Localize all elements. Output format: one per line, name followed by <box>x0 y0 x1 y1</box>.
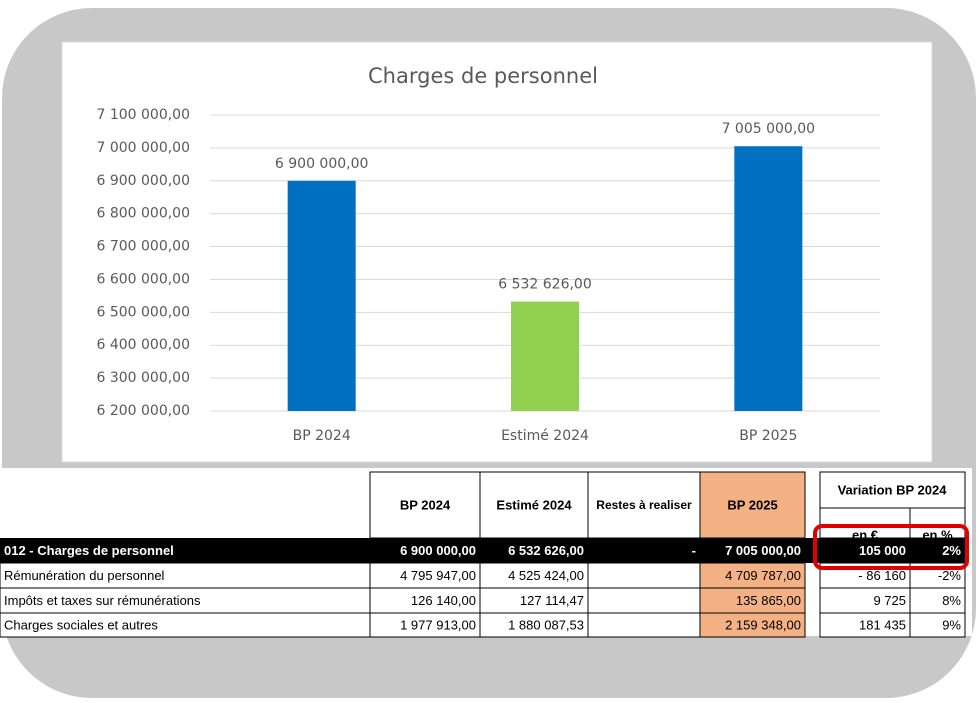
table-value: - <box>692 543 696 558</box>
table-value: 2% <box>942 543 961 558</box>
bar <box>511 301 579 411</box>
table-cell <box>0 562 371 589</box>
table-cell <box>819 471 966 509</box>
table-cell <box>587 587 701 614</box>
table-cell <box>479 562 589 589</box>
x-tick-label: BP 2025 <box>739 428 797 444</box>
y-tick-label: 6 500 000,00 <box>96 304 190 320</box>
table-value: 6 900 000,00 <box>400 543 476 558</box>
table-cell <box>0 587 371 614</box>
x-tick-label: Estimé 2024 <box>501 428 589 444</box>
table-cell <box>699 562 806 589</box>
table-value: -2% <box>938 568 962 583</box>
column-header: Estimé 2024 <box>496 497 572 512</box>
table-cell <box>909 587 966 614</box>
x-tick-label: BP 2024 <box>293 428 351 444</box>
chart-title: Charges de personnel <box>368 64 598 88</box>
chart: Charges de personnel 6 200 000,00 6 300 0… <box>96 64 880 444</box>
data-label: 6 532 626,00 <box>498 277 592 293</box>
data-label: 7 005 000,00 <box>722 121 816 137</box>
table-cell <box>0 612 371 638</box>
table-value: 7 005 000,00 <box>725 543 801 558</box>
column-header: BP 2025 <box>727 497 777 512</box>
table-cell <box>699 471 806 539</box>
table-cell <box>587 562 701 589</box>
table-value: 8% <box>942 593 961 608</box>
table-cell <box>909 612 966 638</box>
table-value: - 86 160 <box>858 568 906 583</box>
table-cell <box>369 587 481 614</box>
table-cell <box>369 612 481 638</box>
column-header: Restes à realiser <box>596 498 692 512</box>
table-value: 135 865,00 <box>736 593 801 608</box>
column-header: Variation BP 2024 <box>838 482 948 497</box>
highlight-box <box>813 524 969 570</box>
y-tick-label: 6 400 000,00 <box>96 337 190 353</box>
y-tick-label: 6 600 000,00 <box>96 271 190 287</box>
table-cell <box>587 471 701 539</box>
table-value: 2 159 348,00 <box>725 617 801 632</box>
bar <box>734 146 803 411</box>
total-row <box>0 538 965 563</box>
table-cell <box>479 612 589 638</box>
row-label: Rémunération du personnel <box>4 568 165 583</box>
table-value: 126 140,00 <box>411 593 476 608</box>
y-tick-label: 6 700 000,00 <box>96 239 190 255</box>
y-tick-label: 6 200 000,00 <box>96 403 190 419</box>
y-tick-label: 7 000 000,00 <box>96 140 190 156</box>
table: BP 2024 Estimé 2024 Restes à realiser BP 20… <box>0 471 966 638</box>
table-value: 181 435 <box>859 617 906 632</box>
table-cell <box>699 612 806 638</box>
table-value: 4 709 787,00 <box>725 568 801 583</box>
y-tick-label: 6 300 000,00 <box>96 370 190 386</box>
table-cell <box>369 562 481 589</box>
row-label: 012 - Charges de personnel <box>4 543 174 558</box>
table-value: 4 795 947,00 <box>400 568 476 583</box>
table-value: 1 880 087,53 <box>508 617 584 632</box>
table-cell <box>479 471 589 539</box>
column-header: BP 2024 <box>400 497 451 512</box>
data-label: 6 900 000,00 <box>275 156 369 172</box>
table-cell <box>819 587 911 614</box>
table-cell <box>699 587 806 614</box>
table-value: 9 725 <box>873 593 906 608</box>
row-label: Charges sociales et autres <box>4 617 158 632</box>
table-cell <box>909 507 966 539</box>
table-value: 4 525 424,00 <box>508 568 584 583</box>
table-cell <box>369 471 481 539</box>
y-tick-label: 7 100 000,00 <box>96 107 190 123</box>
table-value: 6 532 626,00 <box>508 543 584 558</box>
table-value: 127 114,47 <box>520 593 584 608</box>
table-value: 9% <box>942 617 961 632</box>
table-value: 1 977 913,00 <box>400 617 476 632</box>
table-value: 105 000 <box>859 543 906 558</box>
bar <box>287 180 356 411</box>
table-cell <box>587 612 701 638</box>
y-tick-label: 6 800 000,00 <box>96 206 190 222</box>
row-label: Impôts et taxes sur rémunérations <box>4 593 201 608</box>
y-tick-label: 6 900 000,00 <box>96 173 190 189</box>
